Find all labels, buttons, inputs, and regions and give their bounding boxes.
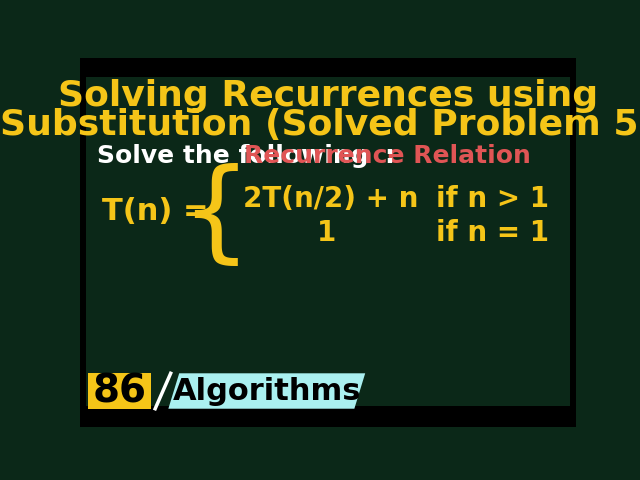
Text: Algorithms: Algorithms (173, 376, 361, 406)
Text: Recurrence Relation: Recurrence Relation (244, 144, 531, 168)
Text: 2T(n/2) + n: 2T(n/2) + n (243, 185, 418, 213)
Text: if n = 1: if n = 1 (436, 219, 550, 247)
Text: Substitution (Solved Problem 5): Substitution (Solved Problem 5) (1, 108, 640, 142)
Bar (80, 406, 576, 427)
Bar (80, 58, 576, 77)
Text: Solving Recurrences using: Solving Recurrences using (58, 79, 598, 113)
Bar (88, 373, 151, 409)
Polygon shape (168, 373, 365, 409)
Bar (570, 58, 576, 427)
Text: if n > 1: if n > 1 (436, 185, 550, 213)
Text: 86: 86 (93, 372, 147, 410)
Bar (80, 58, 86, 427)
Text: :: : (384, 144, 394, 168)
Text: {: { (180, 163, 251, 270)
Text: 1: 1 (316, 219, 335, 247)
Text: T(n) =: T(n) = (102, 197, 209, 226)
Text: Solve the following: Solve the following (97, 144, 378, 168)
